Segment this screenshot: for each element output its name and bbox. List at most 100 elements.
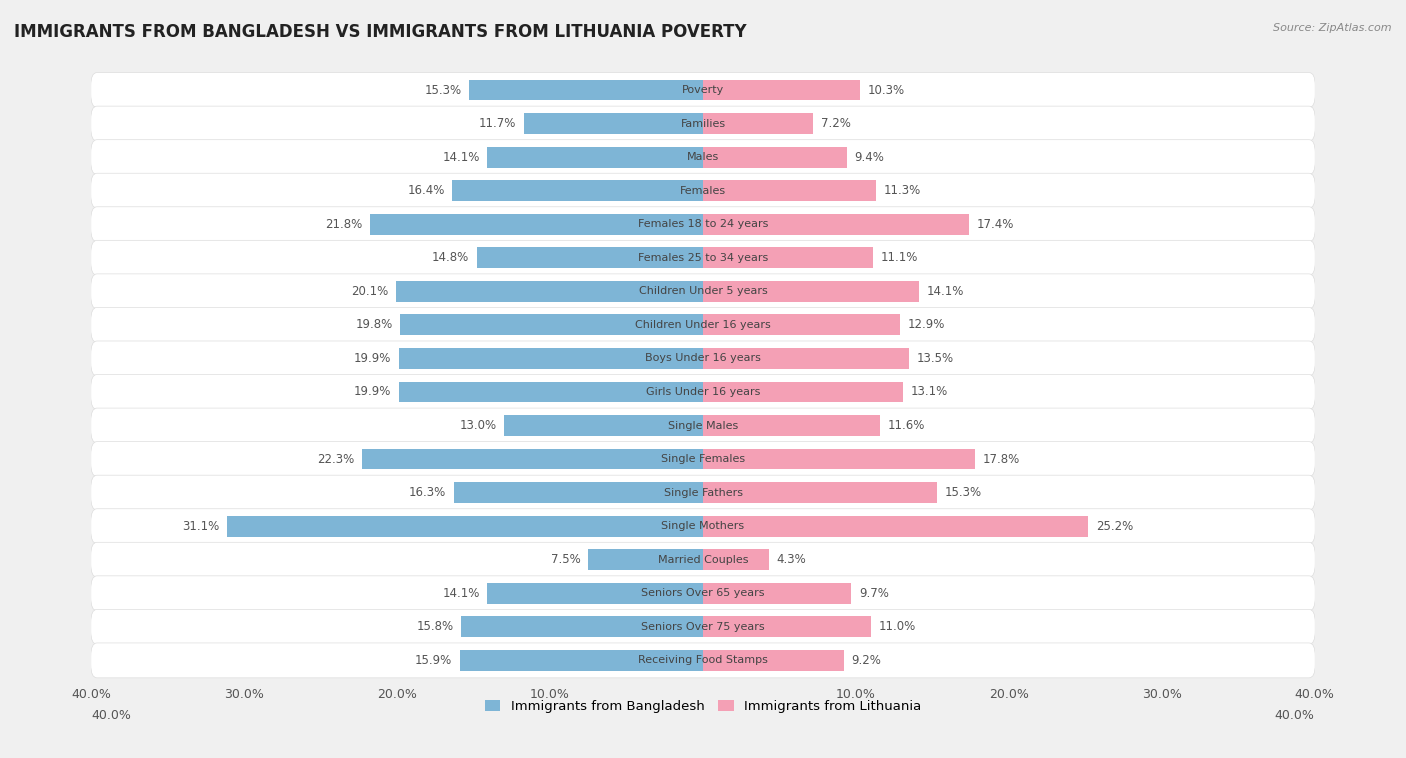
Text: 9.4%: 9.4% xyxy=(855,151,884,164)
Text: 16.3%: 16.3% xyxy=(409,486,446,499)
FancyBboxPatch shape xyxy=(91,408,1315,443)
Text: 15.8%: 15.8% xyxy=(416,620,454,634)
Text: 11.6%: 11.6% xyxy=(889,419,925,432)
Bar xyxy=(488,583,703,603)
Text: 21.8%: 21.8% xyxy=(325,218,361,230)
Text: Seniors Over 65 years: Seniors Over 65 years xyxy=(641,588,765,598)
Text: 9.2%: 9.2% xyxy=(851,654,882,667)
Bar xyxy=(703,348,910,369)
Bar xyxy=(703,415,880,436)
Text: Seniors Over 75 years: Seniors Over 75 years xyxy=(641,622,765,632)
Text: Single Females: Single Females xyxy=(661,454,745,464)
FancyBboxPatch shape xyxy=(91,240,1315,275)
Text: Children Under 16 years: Children Under 16 years xyxy=(636,320,770,330)
Text: 11.3%: 11.3% xyxy=(883,184,921,197)
Text: Boys Under 16 years: Boys Under 16 years xyxy=(645,353,761,363)
Text: Females 25 to 34 years: Females 25 to 34 years xyxy=(638,252,768,263)
Bar xyxy=(361,449,703,469)
Bar xyxy=(399,348,703,369)
FancyBboxPatch shape xyxy=(91,643,1315,678)
Bar xyxy=(703,147,846,168)
FancyBboxPatch shape xyxy=(91,139,1315,174)
Bar xyxy=(703,482,936,503)
Text: Males: Males xyxy=(688,152,718,162)
Text: 13.0%: 13.0% xyxy=(460,419,496,432)
Text: Girls Under 16 years: Girls Under 16 years xyxy=(645,387,761,397)
FancyBboxPatch shape xyxy=(91,341,1315,376)
Text: 25.2%: 25.2% xyxy=(1095,520,1133,533)
Text: 19.9%: 19.9% xyxy=(354,352,391,365)
Text: Receiving Food Stamps: Receiving Food Stamps xyxy=(638,656,768,666)
Text: 20.1%: 20.1% xyxy=(350,285,388,298)
FancyBboxPatch shape xyxy=(91,308,1315,343)
Text: 14.8%: 14.8% xyxy=(432,252,470,265)
Text: 14.1%: 14.1% xyxy=(927,285,963,298)
Text: 11.0%: 11.0% xyxy=(879,620,917,634)
Text: Married Couples: Married Couples xyxy=(658,555,748,565)
Bar xyxy=(703,281,918,302)
Bar xyxy=(703,449,976,469)
Text: 19.8%: 19.8% xyxy=(356,318,392,331)
Text: Single Fathers: Single Fathers xyxy=(664,487,742,498)
Text: 13.5%: 13.5% xyxy=(917,352,955,365)
FancyBboxPatch shape xyxy=(91,576,1315,611)
Bar xyxy=(488,147,703,168)
Bar xyxy=(401,315,703,335)
Text: Poverty: Poverty xyxy=(682,85,724,95)
Text: 12.9%: 12.9% xyxy=(908,318,945,331)
Text: 22.3%: 22.3% xyxy=(318,453,354,465)
Text: 4.3%: 4.3% xyxy=(776,553,806,566)
FancyBboxPatch shape xyxy=(91,509,1315,543)
Text: 7.5%: 7.5% xyxy=(551,553,581,566)
Bar xyxy=(470,80,703,100)
Text: 31.1%: 31.1% xyxy=(183,520,219,533)
Text: Females 18 to 24 years: Females 18 to 24 years xyxy=(638,219,768,229)
Bar xyxy=(703,214,969,235)
Text: 16.4%: 16.4% xyxy=(408,184,444,197)
Bar xyxy=(461,616,703,637)
Text: Single Males: Single Males xyxy=(668,421,738,431)
Bar xyxy=(703,515,1088,537)
Bar xyxy=(370,214,703,235)
Bar xyxy=(703,583,851,603)
Bar xyxy=(454,482,703,503)
FancyBboxPatch shape xyxy=(91,274,1315,309)
Text: 10.3%: 10.3% xyxy=(868,83,905,96)
FancyBboxPatch shape xyxy=(91,542,1315,577)
Text: Single Mothers: Single Mothers xyxy=(661,522,745,531)
Bar xyxy=(703,180,876,201)
Bar xyxy=(524,113,703,134)
Text: 19.9%: 19.9% xyxy=(354,386,391,399)
Bar xyxy=(703,381,903,402)
FancyBboxPatch shape xyxy=(91,475,1315,510)
Text: 7.2%: 7.2% xyxy=(821,117,851,130)
Bar xyxy=(703,650,844,671)
Bar xyxy=(460,650,703,671)
Bar xyxy=(505,415,703,436)
FancyBboxPatch shape xyxy=(91,106,1315,141)
Text: 11.1%: 11.1% xyxy=(880,252,918,265)
Text: Source: ZipAtlas.com: Source: ZipAtlas.com xyxy=(1274,23,1392,33)
Text: 14.1%: 14.1% xyxy=(443,151,479,164)
Text: 17.8%: 17.8% xyxy=(983,453,1021,465)
Text: IMMIGRANTS FROM BANGLADESH VS IMMIGRANTS FROM LITHUANIA POVERTY: IMMIGRANTS FROM BANGLADESH VS IMMIGRANTS… xyxy=(14,23,747,41)
Text: 11.7%: 11.7% xyxy=(479,117,516,130)
Bar xyxy=(703,80,860,100)
Text: Families: Families xyxy=(681,118,725,129)
Text: 14.1%: 14.1% xyxy=(443,587,479,600)
FancyBboxPatch shape xyxy=(91,442,1315,477)
Text: Females: Females xyxy=(681,186,725,196)
Text: 17.4%: 17.4% xyxy=(977,218,1014,230)
Bar xyxy=(703,616,872,637)
Text: 40.0%: 40.0% xyxy=(91,709,131,722)
FancyBboxPatch shape xyxy=(91,174,1315,208)
Text: 15.3%: 15.3% xyxy=(425,83,461,96)
Bar xyxy=(703,247,873,268)
Text: 13.1%: 13.1% xyxy=(911,386,948,399)
Text: 40.0%: 40.0% xyxy=(1275,709,1315,722)
Text: Children Under 5 years: Children Under 5 years xyxy=(638,287,768,296)
Bar xyxy=(399,381,703,402)
Bar xyxy=(477,247,703,268)
FancyBboxPatch shape xyxy=(91,73,1315,108)
Bar xyxy=(703,550,769,570)
